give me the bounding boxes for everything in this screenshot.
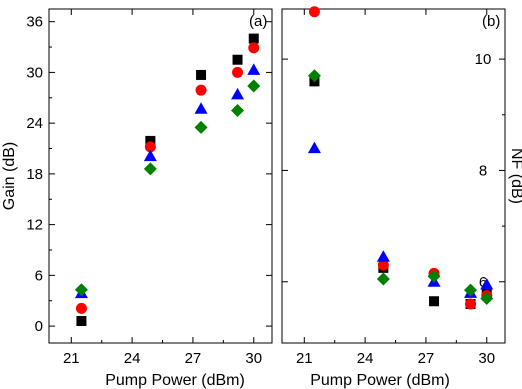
panel-a-ticks: 21 24 27 30 0 6 12 18 24 30 36 [26, 9, 272, 367]
panel-b-ticks: 21 24 27 30 6 8 10 [282, 9, 505, 367]
data-point-diamond [480, 291, 494, 305]
x-tick-label: 27 [418, 350, 435, 367]
panel-a-x-axis-title: Pump Power (dBm) [105, 372, 245, 389]
data-point-triangle [307, 141, 321, 154]
data-point-diamond [194, 120, 208, 134]
y-tick-label: 24 [26, 115, 43, 132]
x-tick-label: 27 [185, 350, 202, 367]
data-point-square [248, 33, 259, 44]
y-tick-label: 30 [26, 64, 43, 81]
data-point-circle [248, 42, 260, 54]
data-point-diamond [143, 162, 157, 176]
data-point-circle [308, 6, 320, 18]
panel-b-points [307, 6, 494, 310]
x-tick-label: 21 [63, 350, 80, 367]
data-point-circle [195, 84, 207, 96]
panel-a-frame [48, 8, 273, 344]
x-tick-label: 30 [478, 350, 495, 367]
data-point-triangle [194, 102, 208, 114]
panel-a-y-axis-title: Gain (dB) [1, 142, 18, 210]
x-tick-label: 24 [124, 350, 141, 367]
x-tick-label: 30 [245, 350, 262, 367]
x-tick-label: 24 [357, 350, 374, 367]
x-tick-label: 21 [296, 350, 313, 367]
data-point-diamond [74, 283, 88, 297]
y-tick-label: 18 [26, 166, 43, 183]
y-tick-label: 12 [26, 217, 43, 234]
y-tick-label: 10 [475, 51, 492, 68]
panel-b: 21 24 27 30 6 8 10 (b) Pump Power (dBm) NF (dB… [281, 6, 522, 389]
data-point-triangle [480, 278, 494, 290]
data-point-diamond [376, 272, 390, 286]
panel-b-y-axis-title: NF (dB) [508, 148, 522, 204]
panel-b-label: (b) [482, 13, 500, 30]
data-point-diamond [464, 283, 478, 297]
y-tick-label: 6 [35, 267, 43, 284]
panel-b-x-axis-title: Pump Power (dBm) [310, 372, 450, 389]
panel-a-points [74, 33, 261, 327]
data-point-circle [144, 141, 156, 153]
y-tick-label: 6 [479, 274, 487, 291]
y-tick-label: 0 [35, 318, 43, 335]
data-point-square [196, 69, 207, 80]
data-point-diamond [307, 69, 321, 83]
data-point-square [232, 54, 243, 65]
data-point-circle [75, 302, 87, 314]
panel-a: 21 24 27 30 0 6 12 18 24 30 36 (a) Pump Power (dBm… [1, 8, 273, 389]
data-point-triangle [143, 149, 157, 162]
data-point-square [145, 135, 156, 146]
panel-b-frame [281, 8, 506, 344]
data-point-circle [465, 298, 477, 310]
data-point-square [76, 316, 87, 327]
data-point-triangle [376, 250, 390, 262]
data-point-diamond [427, 269, 441, 283]
data-point-triangle [247, 63, 261, 75]
data-point-circle [377, 259, 389, 271]
data-point-diamond [231, 103, 245, 117]
data-point-circle [232, 66, 244, 78]
panel-a-label: (a) [249, 13, 267, 30]
data-point-triangle [231, 87, 245, 100]
data-point-diamond [247, 79, 261, 93]
y-tick-label: 8 [479, 162, 487, 179]
data-point-square [429, 296, 440, 307]
y-tick-label: 36 [26, 14, 43, 31]
